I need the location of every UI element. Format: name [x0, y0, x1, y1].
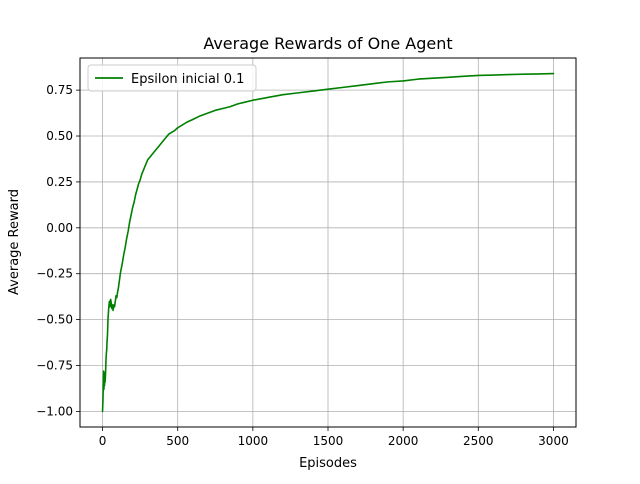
x-axis-label: Episodes — [299, 456, 357, 471]
y-tick-label: −0.50 — [36, 313, 73, 327]
y-tick-label: −0.75 — [36, 359, 73, 373]
legend-box — [87, 64, 257, 92]
grid-layer — [80, 58, 576, 427]
legend: Epsilon inicial 0.1 — [87, 64, 257, 92]
legend-label: Epsilon inicial 0.1 — [131, 72, 244, 87]
y-tick-label: −1.00 — [36, 404, 73, 418]
series-line — [101, 72, 555, 413]
x-tick-label: 2500 — [463, 434, 494, 448]
x-tick-label: 1500 — [313, 434, 344, 448]
tick-layer: 0 500 1000 1500 2000 2500 3000 −1.00 −0.75 −0.50 −… — [36, 83, 569, 448]
y-axis-label: Average Reward — [7, 189, 22, 295]
x-tick-label: 3000 — [538, 434, 569, 448]
y-tick-label: 0.25 — [46, 175, 73, 189]
y-tick-label: 0.75 — [46, 83, 73, 97]
y-tick-label: −0.25 — [36, 267, 73, 281]
x-tick-label: 0 — [99, 434, 107, 448]
series-layer — [101, 72, 555, 413]
x-tick-label: 500 — [166, 434, 189, 448]
chart-title: Average Rewards of One Agent — [203, 34, 452, 53]
y-tick-label: 0.50 — [46, 129, 73, 143]
y-tick-label: 0.00 — [46, 221, 73, 235]
x-tick-label: 2000 — [388, 434, 419, 448]
x-tick-label: 1000 — [238, 434, 269, 448]
